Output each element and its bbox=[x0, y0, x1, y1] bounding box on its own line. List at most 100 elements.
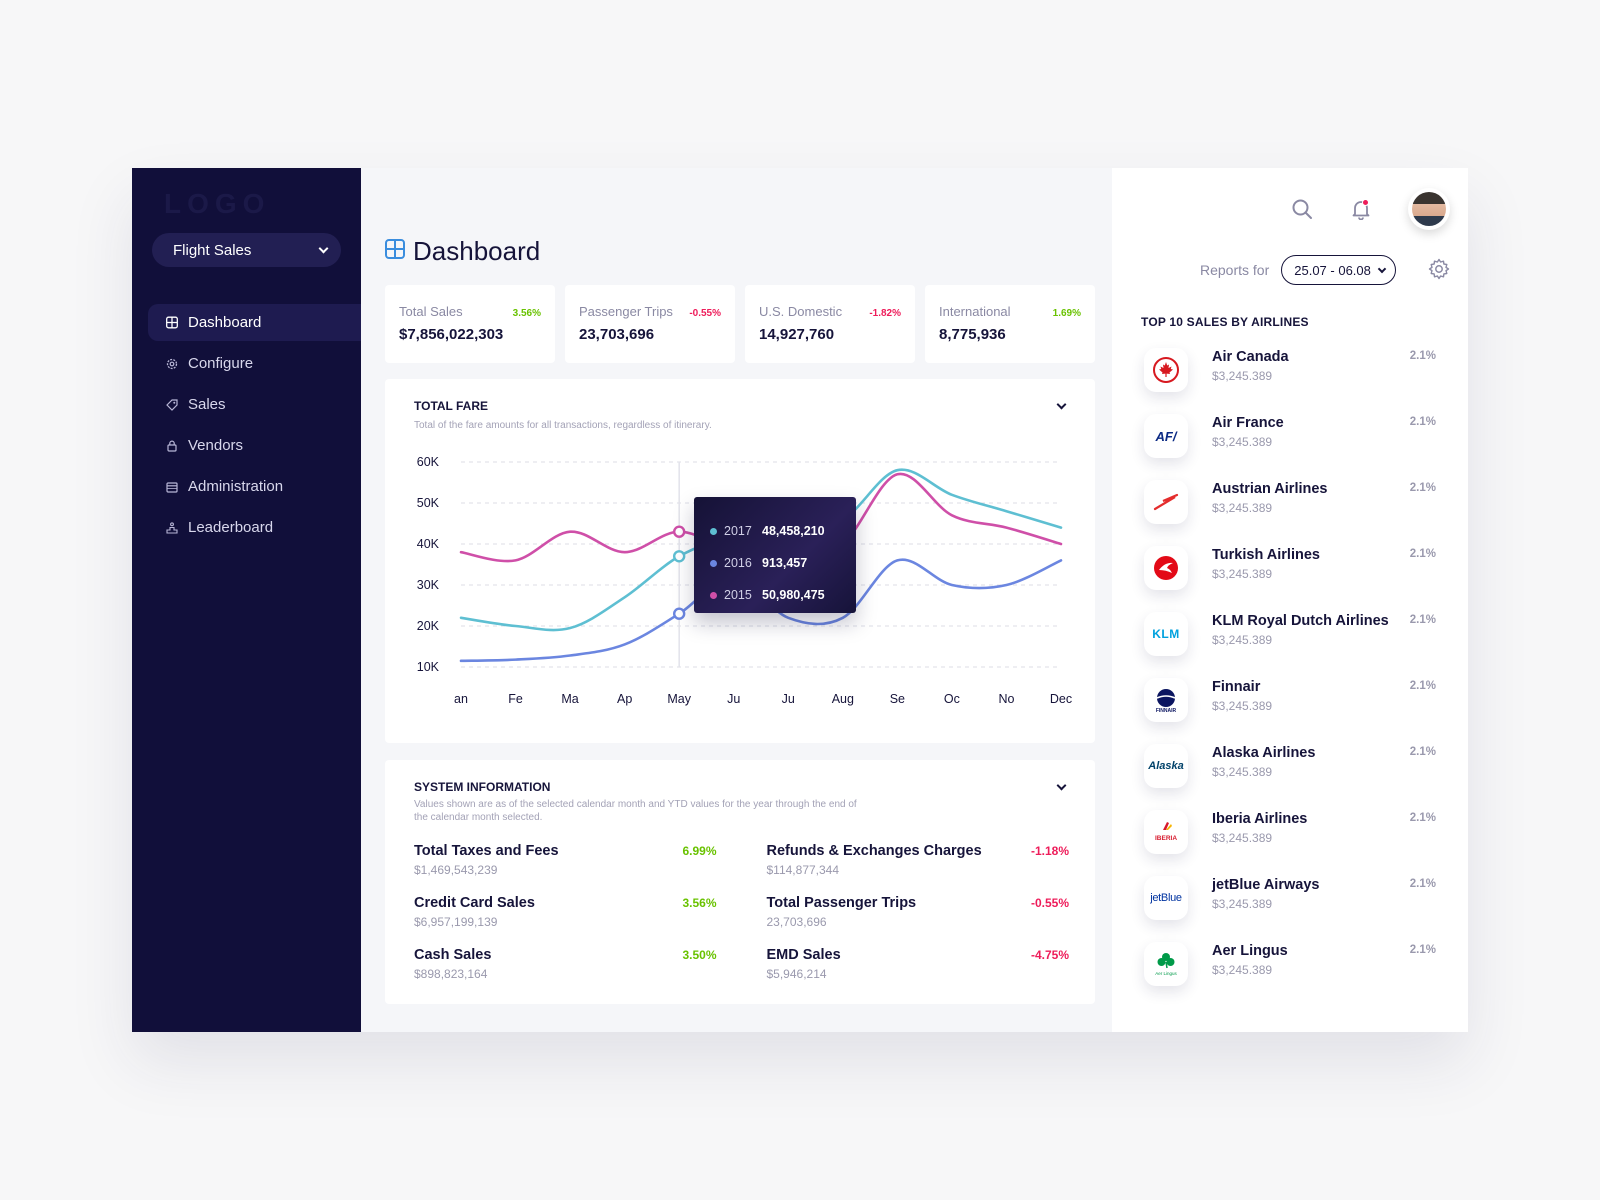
x-tick-label: Ju bbox=[727, 692, 740, 706]
metric-value: $6,957,199,139 bbox=[414, 915, 498, 929]
airline-name: Air France bbox=[1212, 415, 1284, 431]
airline-pct: 2.1% bbox=[1409, 944, 1436, 956]
metric-item: Cash Sales $898,823,164 3.50% bbox=[414, 947, 717, 984]
search-button[interactable] bbox=[1290, 197, 1314, 221]
y-tick-label: 10K bbox=[417, 660, 440, 674]
airline-item-iberia-airlines[interactable]: IBERIA Iberia Airlines $3,245.389 2.1% bbox=[1144, 810, 1440, 876]
metric-name: Cash Sales bbox=[414, 947, 492, 963]
metric-value: $1,469,543,239 bbox=[414, 863, 498, 877]
airline-list: Air Canada $3,245.389 2.1% AF/ Air France… bbox=[1144, 348, 1440, 1008]
iberia-logo-icon: IBERIA bbox=[1144, 810, 1188, 854]
dashboard-icon bbox=[385, 239, 405, 264]
x-tick-label: an bbox=[454, 692, 468, 706]
sidebar-item-label: Dashboard bbox=[188, 314, 262, 331]
total-fare-chart[interactable]: 60K 50K 40K 30K 20K 10K an Fe Ma Ap May Ju Ju Aug Se Oc… bbox=[385, 439, 1095, 739]
metric-value: $114,877,344 bbox=[766, 863, 840, 877]
stat-value: 14,927,760 bbox=[759, 326, 835, 343]
header-actions bbox=[1290, 188, 1450, 230]
stat-card-total-sales[interactable]: Total Sales 3.56% $7,856,022,303 bbox=[385, 285, 555, 363]
sidebar-item-administration[interactable]: Administration bbox=[148, 468, 361, 505]
sidebar-item-configure[interactable]: Configure bbox=[148, 345, 361, 382]
grid-icon bbox=[166, 316, 178, 329]
sidebar-item-label: Leaderboard bbox=[188, 519, 274, 536]
card-title: SYSTEM INFORMATION bbox=[414, 780, 551, 794]
airline-item-alaska-airlines[interactable]: Alaska Alaska Airlines $3,245.389 2.1% bbox=[1144, 744, 1440, 810]
metric-value: $5,946,214 bbox=[766, 967, 827, 981]
app-window: LOGO Flight Sales Dashboard Configure Sa… bbox=[132, 168, 1468, 1032]
y-tick-label: 50K bbox=[417, 496, 440, 510]
airline-name: Aer Lingus bbox=[1212, 943, 1288, 959]
airline-pct: 2.1% bbox=[1409, 482, 1436, 494]
airline-item-jetblue-airways[interactable]: jetBlue jetBlue Airways $3,245.389 2.1% bbox=[1144, 876, 1440, 942]
main-content: Dashboard Total Sales 3.56% $7,856,022,3… bbox=[361, 168, 1468, 1032]
airline-value: $3,245.389 bbox=[1212, 897, 1273, 911]
airline-item-air-canada[interactable]: Air Canada $3,245.389 2.1% bbox=[1144, 348, 1440, 414]
sidebar-item-vendors[interactable]: Vendors bbox=[148, 427, 361, 464]
card-subtitle: Values shown are as of the selected cale… bbox=[414, 798, 914, 824]
stat-change: -1.82% bbox=[869, 308, 901, 319]
data-point-2015 bbox=[672, 525, 686, 538]
airline-value: $3,245.389 bbox=[1212, 369, 1273, 383]
metric-change: 6.99% bbox=[682, 844, 717, 858]
bell-icon bbox=[1352, 199, 1370, 220]
page-title: Dashboard bbox=[413, 236, 541, 266]
alaska-logo-icon: Alaska bbox=[1144, 744, 1188, 788]
reports-filter: Reports for 25.07 - 06.08 bbox=[1200, 255, 1396, 285]
airline-value: $3,245.389 bbox=[1212, 831, 1273, 845]
x-tick-label: Aug bbox=[832, 692, 854, 706]
airline-item-aer-lingus[interactable]: Aer Lingus Aer Lingus $3,245.389 2.1% bbox=[1144, 942, 1440, 1008]
metric-change: -1.18% bbox=[1030, 844, 1069, 858]
stat-card-international[interactable]: International 1.69% 8,775,936 bbox=[925, 285, 1095, 363]
airline-pct: 2.1% bbox=[1409, 878, 1436, 890]
metric-name: Credit Card Sales bbox=[414, 895, 535, 911]
collapse-chevron-icon[interactable] bbox=[1056, 399, 1067, 410]
notifications-button[interactable] bbox=[1349, 197, 1373, 221]
gear-icon bbox=[1428, 258, 1450, 280]
y-tick-label: 40K bbox=[417, 537, 440, 551]
top-airlines-title: TOP 10 SALES BY AIRLINES bbox=[1141, 315, 1309, 329]
metric-item: Total Passenger Trips 23,703,696 -0.55% bbox=[767, 895, 1070, 932]
airline-value: $3,245.389 bbox=[1212, 699, 1273, 713]
stats-row: Total Sales 3.56% $7,856,022,303 Passeng… bbox=[385, 285, 1105, 363]
globe-icon: FINNAIR bbox=[1144, 678, 1188, 722]
metric-change: -0.55% bbox=[1030, 896, 1069, 910]
sidebar-item-sales[interactable]: Sales bbox=[148, 386, 361, 423]
avatar[interactable] bbox=[1408, 188, 1450, 230]
tooltip-row-2015: 2015 50,980,475 bbox=[710, 579, 856, 611]
stat-label: Total Sales bbox=[399, 304, 463, 319]
airline-item-air-france[interactable]: AF/ Air France $3,245.389 2.1% bbox=[1144, 414, 1440, 480]
reports-label: Reports for bbox=[1200, 262, 1270, 278]
gear-icon bbox=[166, 358, 178, 370]
airline-item-turkish-airlines[interactable]: Turkish Airlines $3,245.389 2.1% bbox=[1144, 546, 1440, 612]
date-range-select[interactable]: 25.07 - 06.08 bbox=[1281, 255, 1396, 285]
settings-button[interactable] bbox=[1428, 258, 1450, 285]
tooltip-year: 2015 bbox=[724, 588, 752, 602]
system-information-card: SYSTEM INFORMATION Values shown are as o… bbox=[385, 760, 1095, 1004]
x-tick-label: Ap bbox=[617, 692, 632, 706]
card-subtitle: Total of the fare amounts for all transa… bbox=[414, 420, 712, 431]
tooltip-year: 2016 bbox=[724, 556, 752, 570]
y-tick-label: 20K bbox=[417, 619, 440, 633]
airline-pct: 2.1% bbox=[1409, 416, 1436, 428]
arrow-icon bbox=[1144, 480, 1188, 524]
airline-item-finnair[interactable]: FINNAIR Finnair $3,245.389 2.1% bbox=[1144, 678, 1440, 744]
total-fare-card: TOTAL FARE Total of the fare amounts for… bbox=[385, 379, 1095, 743]
product-selector[interactable]: Flight Sales bbox=[152, 233, 341, 267]
tooltip-value: 50,980,475 bbox=[762, 588, 825, 602]
stat-card-passenger-trips[interactable]: Passenger Trips -0.55% 23,703,696 bbox=[565, 285, 735, 363]
right-panel: Reports for 25.07 - 06.08 TOP 10 SALES B… bbox=[1112, 168, 1468, 1032]
stat-label: Passenger Trips bbox=[579, 304, 673, 319]
airline-pct: 2.1% bbox=[1409, 548, 1436, 560]
stat-change: 3.56% bbox=[512, 308, 541, 319]
collapse-chevron-icon[interactable] bbox=[1056, 780, 1067, 791]
data-point-2016 bbox=[672, 607, 686, 620]
airline-value: $3,245.389 bbox=[1212, 501, 1273, 515]
sidebar-nav: Dashboard Configure Sales Vendors Admini… bbox=[148, 304, 361, 550]
card-subtitle-line: Values shown are as of the selected cale… bbox=[414, 799, 857, 810]
sidebar-item-dashboard[interactable]: Dashboard bbox=[148, 304, 361, 341]
airline-item-austrian-airlines[interactable]: Austrian Airlines $3,245.389 2.1% bbox=[1144, 480, 1440, 546]
stat-card-us-domestic[interactable]: U.S. Domestic -1.82% 14,927,760 bbox=[745, 285, 915, 363]
sidebar-item-leaderboard[interactable]: Leaderboard bbox=[148, 509, 361, 546]
airline-item-klm[interactable]: KLM KLM Royal Dutch Airlines $3,245.389 2… bbox=[1144, 612, 1440, 678]
x-tick-label: May bbox=[667, 692, 691, 706]
